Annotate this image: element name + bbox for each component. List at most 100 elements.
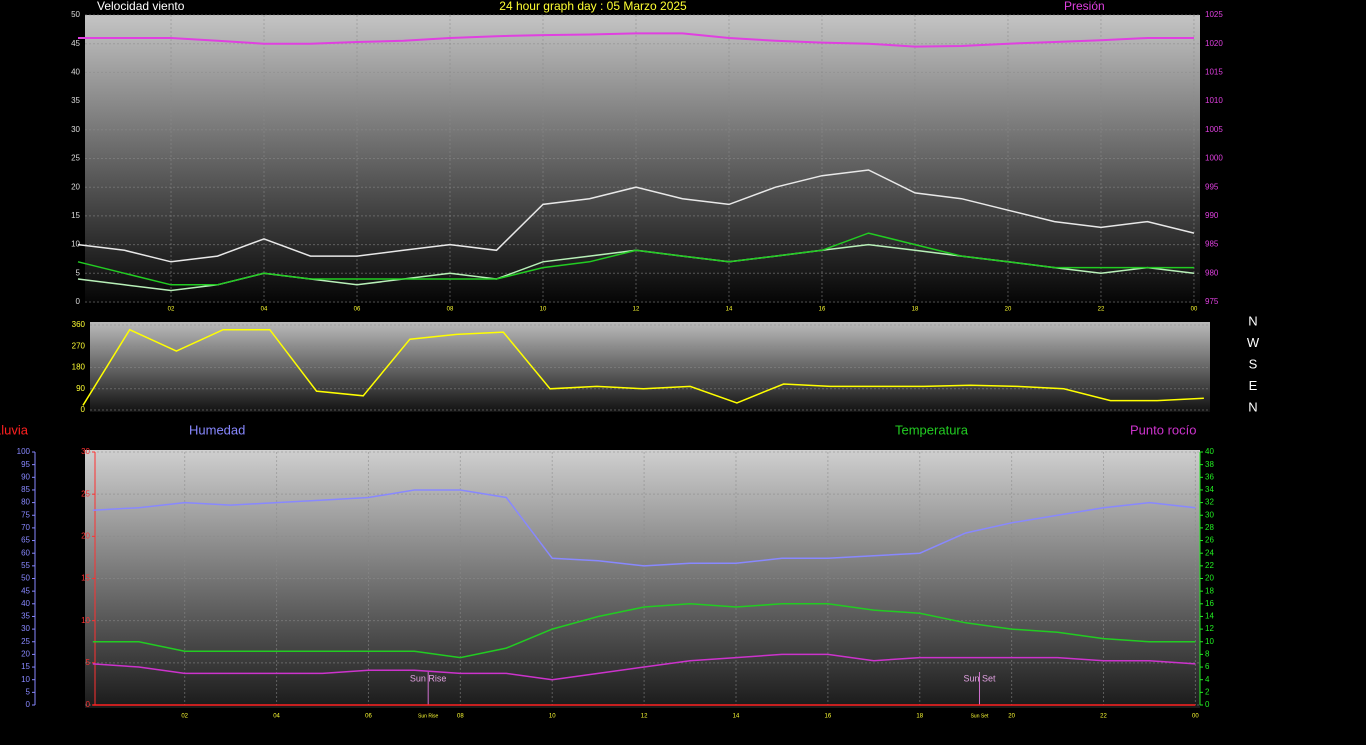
x-tick-label: 10 — [549, 714, 556, 720]
y-tick-label: 90 — [76, 384, 85, 393]
x-tick-label: 20 — [1005, 307, 1012, 313]
y3-tick-label: 10 — [21, 675, 30, 684]
y3-tick-label: 55 — [21, 561, 30, 570]
y-tick-label: 35 — [71, 96, 80, 105]
y-tick-label: 20 — [71, 182, 80, 191]
y3-tick-label: 50 — [21, 574, 30, 583]
legend-wind: Velocidad viento — [97, 0, 185, 13]
x-tick-label: 04 — [261, 307, 268, 313]
y3-tick-label: 65 — [21, 536, 30, 545]
x-tick-label: 00 — [1192, 714, 1199, 720]
y2-tick-label: 995 — [1205, 182, 1219, 191]
y2-tick-label: 990 — [1205, 211, 1219, 220]
x-tick-label: 12 — [641, 714, 648, 720]
x-tick-label: 08 — [457, 714, 464, 720]
x-tick-label: 06 — [354, 307, 361, 313]
legend-humidity: Humedad — [189, 422, 245, 437]
x-tick-label: 14 — [726, 307, 733, 313]
series-line — [92, 603, 1196, 659]
x-tick-label: 20 — [1008, 714, 1015, 720]
y2-tick-label: 1025 — [1205, 10, 1223, 19]
y3-tick-label: 15 — [21, 662, 30, 671]
compass-label: S — [1249, 356, 1258, 371]
y-tick-label: 25 — [71, 154, 80, 163]
x-tick-label: 22 — [1098, 307, 1105, 313]
y-tick-label: 10 — [71, 240, 80, 249]
y-tick-label: 45 — [71, 39, 80, 48]
series-line — [92, 489, 1196, 567]
x-tick-label: 14 — [733, 714, 740, 720]
y3-tick-label: 100 — [17, 447, 31, 456]
y2-tick-label: 975 — [1205, 297, 1219, 306]
y2-tick-label: 1005 — [1205, 125, 1223, 134]
y2-tick-label: 38 — [1205, 460, 1214, 469]
y2-tick-label: 1020 — [1205, 39, 1223, 48]
y3-tick-label: 0 — [26, 700, 31, 709]
y3-tick-label: 85 — [21, 485, 30, 494]
y2-tick-label: 18 — [1205, 586, 1214, 595]
y2-tick-label: 10 — [1205, 637, 1214, 646]
y2-tick-label: 1000 — [1205, 154, 1223, 163]
y3-tick-label: 60 — [21, 548, 30, 557]
series-line — [78, 32, 1194, 48]
compass-label: E — [1249, 378, 1258, 393]
x-tick-label: 08 — [447, 307, 454, 313]
x-tick-label: 18 — [912, 307, 919, 313]
y-tick-label: 40 — [71, 68, 80, 77]
chart-title: 24 hour graph day : 05 Marzo 2025 — [499, 0, 687, 13]
series-line — [82, 328, 1204, 406]
x-tick-label: 10 — [540, 307, 547, 313]
series-line — [77, 169, 1195, 263]
y-tick-label: 0 — [76, 297, 81, 306]
y-tick-label: 15 — [71, 211, 80, 220]
y2-tick-label: 26 — [1205, 536, 1214, 545]
x-tick-label: 12 — [633, 307, 640, 313]
legend-pressure: Presión — [1064, 0, 1105, 13]
y2-tick-label: 40 — [1205, 447, 1214, 456]
y3-tick-label: 20 — [21, 650, 30, 659]
y2-tick-label: 24 — [1205, 548, 1214, 557]
x-tick-label: 06 — [365, 714, 372, 720]
annotation-label: Sun Set — [963, 673, 996, 683]
y2-tick-label: 30 — [1205, 510, 1214, 519]
legend-temperature: Temperatura — [895, 422, 969, 437]
y-tick-label: 5 — [76, 268, 81, 277]
y2-tick-label: 14 — [1205, 612, 1214, 621]
y2-tick-label: 2 — [1205, 687, 1210, 696]
compass-label: W — [1247, 335, 1260, 350]
y-tick-label: 30 — [71, 125, 80, 134]
y2-tick-label: 34 — [1205, 485, 1214, 494]
legend-rain: Lluvia — [0, 422, 29, 437]
y3-tick-label: 80 — [21, 498, 30, 507]
y2-tick-label: 20 — [1205, 574, 1214, 583]
y2-tick-label: 1010 — [1205, 96, 1223, 105]
y3-tick-label: 75 — [21, 510, 30, 519]
annotation-label: Sun Rise — [410, 673, 447, 683]
y2-tick-label: 0 — [1205, 700, 1210, 709]
x-tick-label: 16 — [825, 714, 832, 720]
y-tick-label: 5 — [86, 658, 91, 667]
y2-tick-label: 8 — [1205, 650, 1210, 659]
x-tick-label: 22 — [1100, 714, 1107, 720]
y2-tick-label: 980 — [1205, 268, 1219, 277]
compass-label: N — [1248, 313, 1257, 328]
y2-tick-label: 22 — [1205, 561, 1214, 570]
x-tick-label: 02 — [181, 714, 188, 720]
annotation-axis-label: Sun Set — [971, 713, 989, 719]
y2-tick-label: 36 — [1205, 472, 1214, 481]
x-tick-label: 04 — [273, 714, 280, 720]
y3-tick-label: 40 — [21, 599, 30, 608]
y-tick-label: 50 — [71, 10, 80, 19]
y2-tick-label: 16 — [1205, 599, 1214, 608]
y-tick-label: 0 — [81, 405, 86, 414]
series-line — [77, 232, 1194, 286]
y-tick-label: 270 — [72, 341, 86, 350]
y3-tick-label: 25 — [21, 637, 30, 646]
legend-dewpoint: Punto rocío — [1130, 422, 1197, 437]
y-tick-label: 360 — [72, 320, 86, 329]
y2-tick-label: 32 — [1205, 498, 1214, 507]
y3-tick-label: 35 — [21, 612, 30, 621]
y3-tick-label: 90 — [21, 472, 30, 481]
y2-tick-label: 28 — [1205, 523, 1214, 532]
